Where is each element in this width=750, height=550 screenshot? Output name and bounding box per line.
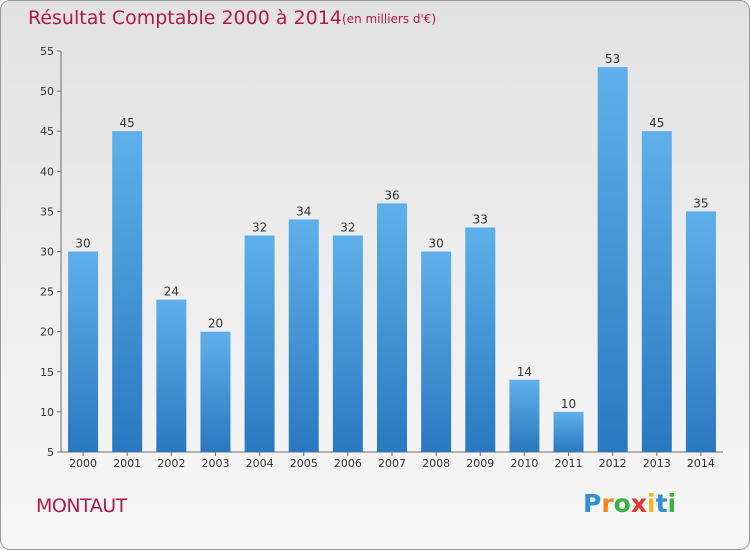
logo-letter: r <box>601 489 614 518</box>
value-label-2009: 33 <box>473 212 488 226</box>
y-tick-label: 10 <box>40 406 54 419</box>
bar-2001[interactable] <box>112 131 143 452</box>
value-label-2000: 30 <box>75 237 90 251</box>
y-tick-label: 5 <box>47 446 54 459</box>
y-tick-label: 35 <box>40 205 54 218</box>
y-tick-label: 40 <box>40 165 54 178</box>
x-tick-label-2003: 2003 <box>201 457 229 470</box>
logo-letter: i <box>667 489 677 518</box>
x-tick-label-2009: 2009 <box>466 457 494 470</box>
bar-2006[interactable] <box>332 235 363 452</box>
x-tick-label-2000: 2000 <box>69 457 97 470</box>
x-tick-label-2011: 2011 <box>555 457 583 470</box>
bar-2010[interactable] <box>509 379 540 452</box>
x-tick-label-2012: 2012 <box>599 457 627 470</box>
logo-letter: P <box>583 489 602 518</box>
bar-2007[interactable] <box>377 203 407 452</box>
bar-2005[interactable] <box>288 219 319 452</box>
value-label-2012: 53 <box>605 52 620 66</box>
value-label-2001: 45 <box>120 116 135 130</box>
x-tick-label-2013: 2013 <box>643 457 671 470</box>
value-label-2008: 30 <box>428 237 443 251</box>
x-tick-label-2001: 2001 <box>113 457 141 470</box>
x-tick-label-2004: 2004 <box>246 457 274 470</box>
bar-2002[interactable] <box>156 299 187 452</box>
bar-2014[interactable] <box>685 211 716 452</box>
y-tick-label: 45 <box>40 125 54 138</box>
logo-letter: x <box>630 489 647 518</box>
y-tick-label: 20 <box>40 326 54 339</box>
proxiti-logo[interactable]: Proxiti <box>583 489 676 518</box>
value-label-2007: 36 <box>384 188 399 202</box>
x-tick-label-2014: 2014 <box>687 457 715 470</box>
bar-2000[interactable] <box>68 251 99 453</box>
chart-subtitle: (en milliers d'€) <box>342 12 437 26</box>
bar-2008[interactable] <box>421 251 452 453</box>
y-tick-label: 50 <box>40 85 54 98</box>
y-tick-label: 55 <box>40 45 54 58</box>
x-tick-label-2005: 2005 <box>290 457 318 470</box>
x-tick-label-2006: 2006 <box>334 457 362 470</box>
bar-2004[interactable] <box>244 235 275 452</box>
value-label-2010: 14 <box>517 365 532 379</box>
logo-letter: i <box>647 489 656 518</box>
value-label-2011: 10 <box>561 397 576 411</box>
logo-letter: t <box>655 489 668 518</box>
y-tick-label: 25 <box>40 286 54 299</box>
value-label-2003: 20 <box>208 317 223 331</box>
commune-name: MONTAUT <box>36 495 127 517</box>
y-tick-label: 15 <box>40 366 54 379</box>
value-label-2004: 32 <box>252 220 267 234</box>
value-label-2006: 32 <box>340 220 355 234</box>
bar-2012[interactable] <box>597 67 628 452</box>
bar-2009[interactable] <box>465 227 496 452</box>
value-label-2013: 45 <box>649 116 664 130</box>
value-label-2014: 35 <box>693 196 708 210</box>
value-label-2005: 34 <box>296 204 311 218</box>
x-tick-label-2007: 2007 <box>378 457 406 470</box>
value-label-2002: 24 <box>164 285 179 299</box>
bar-2011[interactable] <box>553 411 584 452</box>
chart-title: Résultat Comptable 2000 à 2014 <box>28 7 342 29</box>
x-tick-label-2010: 2010 <box>510 457 538 470</box>
x-tick-label-2008: 2008 <box>422 457 450 470</box>
bar-2013[interactable] <box>641 131 672 452</box>
x-tick-label-2002: 2002 <box>157 457 185 470</box>
logo-letter: o <box>613 489 631 518</box>
y-tick-label: 30 <box>40 246 54 259</box>
bar-2003[interactable] <box>200 331 231 452</box>
